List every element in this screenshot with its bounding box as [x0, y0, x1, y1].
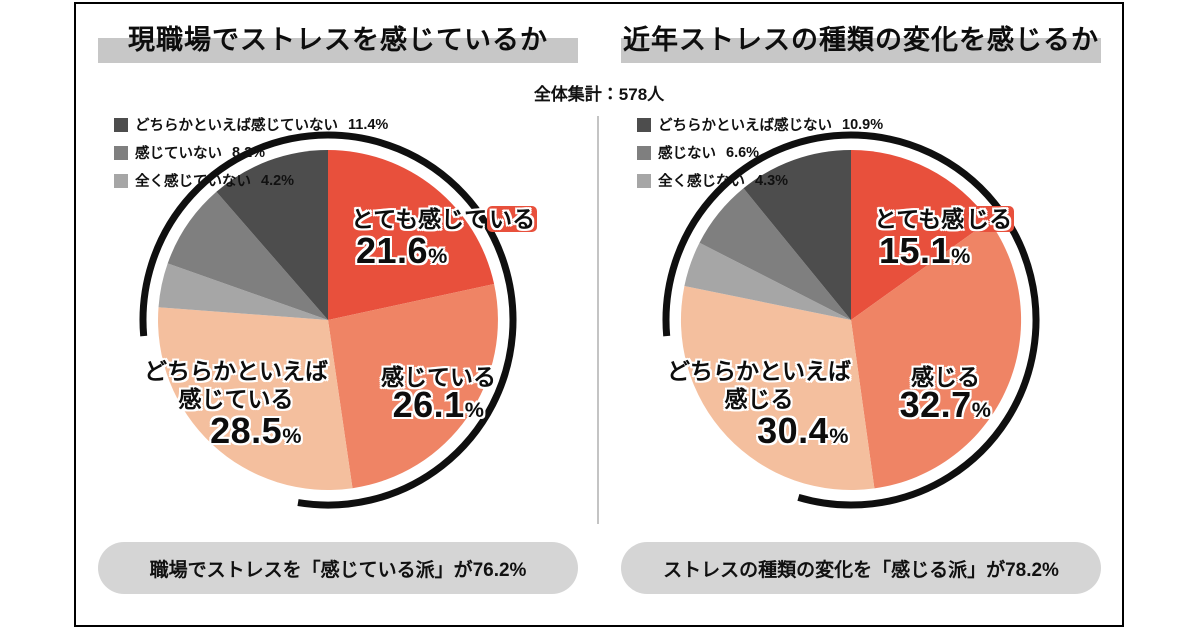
slice-label-line2: 感じている — [178, 385, 294, 412]
pie-chart-area: とても感じている 21.6% 感じている 26.1% どちらかといえば 感じてい… — [128, 120, 538, 520]
legend-swatch-mid — [114, 145, 128, 160]
slice-pct-feel: 32.7% — [899, 384, 992, 425]
chart-title-text: 現職場でストレスを感じているか — [128, 25, 548, 55]
slice-pct-feel: 26.1% — [392, 384, 485, 425]
slice-label-highlight: いる — [487, 206, 538, 232]
main-frame: 全体集計：578人 現職場でストレスを感じているか どちらかといえば感じていない… — [74, 2, 1124, 627]
chart-panel-workplace-stress: 現職場でストレスを感じているか どちらかといえば感じていない 11.4% 感じて… — [76, 4, 599, 625]
pie-slice-0 — [851, 149, 990, 320]
slice-pct-somewhat-feel: 30.4% — [757, 410, 849, 451]
pie-chart — [139, 131, 517, 509]
legend-item: どちらかといえば感じていない 11.4% — [114, 114, 388, 135]
slice-label-somewhat-feel: どちらかといえば 感じている — [141, 358, 331, 413]
legend: どちらかといえば感じない 10.9% 感じない 6.6% 全く感じない 4.3% — [637, 114, 883, 198]
pie-chart — [662, 131, 1040, 509]
slice-label-line1: どちらかといえば — [144, 358, 328, 384]
emphasis-arc — [139, 131, 517, 509]
slice-pct-strongly-feel: 21.6% — [356, 230, 448, 271]
legend-item: どちらかといえば感じない 10.9% — [637, 114, 883, 135]
legend-swatch-mid — [637, 145, 651, 160]
pie-slice-3 — [158, 263, 328, 320]
legend-value: 4.3% — [755, 172, 789, 189]
legend-value: 11.4% — [348, 116, 389, 133]
slice-label-line2: 感じる — [724, 385, 794, 412]
chart-title: 現職場でストレスを感じているか — [98, 14, 578, 64]
slice-label-line1: どちらかといえば — [667, 358, 851, 384]
pie-chart-area: とても感じる 15.1% 感じる 32.7% どちらかといえば 感じる 30.4… — [651, 120, 1051, 520]
chart-title: 近年ストレスの種類の変化を感じるか — [621, 14, 1101, 64]
slice-label-text: とても感 — [874, 206, 965, 232]
legend-swatch-dark — [114, 117, 128, 132]
total-sample-label: 全体集計：578人 — [533, 85, 665, 104]
slice-pct-somewhat-feel: 28.5% — [210, 410, 302, 451]
chart-title-text: 近年ストレスの種類の変化を感じるか — [623, 25, 1099, 55]
summary-text: 職場でストレスを「感じている派」が76.2% — [149, 559, 527, 581]
pie-slice-1 — [851, 220, 1022, 489]
legend-value: 8.2% — [232, 144, 266, 161]
legend-value: 10.9% — [842, 116, 884, 133]
legend-value: 4.2% — [261, 172, 295, 189]
slice-label-highlight: じる — [964, 206, 1015, 232]
legend-swatch-light — [637, 173, 651, 188]
legend-label: 感じない — [658, 146, 716, 162]
pie-slice-1 — [328, 284, 498, 489]
legend-label: どちらかといえば感じていない — [135, 118, 338, 134]
slice-label-text: とても感じて — [351, 206, 488, 232]
summary-banner: ストレスの種類の変化を「感じる派」が78.2% — [621, 542, 1101, 594]
summary-banner: 職場でストレスを「感じている派」が76.2% — [98, 542, 578, 594]
legend-swatch-light — [114, 173, 128, 188]
pie-slice-2 — [680, 286, 875, 491]
pie-slice-4 — [167, 191, 328, 320]
slice-label-strongly-feel: とても感じている — [351, 200, 538, 234]
legend-label: 感じていない — [135, 146, 222, 162]
legend-item: 感じていない 8.2% — [114, 142, 388, 163]
legend-item: 感じない 6.6% — [637, 142, 883, 163]
title-highlight-bar — [621, 38, 1101, 63]
vertical-divider — [597, 116, 599, 524]
summary-text: ストレスの種類の変化を「感じる派」が78.2% — [663, 559, 1059, 581]
legend-item: 全く感じない 4.3% — [637, 170, 883, 191]
pie-slice-5 — [743, 150, 851, 320]
slice-label-strongly-feel: とても感じる — [874, 200, 1015, 234]
slice-label-feel: 感じている — [381, 364, 496, 390]
legend-label: 全く感じていない — [135, 174, 251, 190]
legend-swatch-dark — [637, 117, 651, 132]
pie-slice-3 — [684, 242, 851, 320]
pie-slice-0 — [328, 150, 495, 320]
slice-pct-strongly-feel: 15.1% — [879, 230, 971, 271]
chart-panel-stress-type-change: 近年ストレスの種類の変化を感じるか どちらかといえば感じない 10.9% 感じな… — [599, 4, 1122, 625]
legend-value: 6.6% — [726, 144, 760, 161]
legend-item: 全く感じていない 4.2% — [114, 170, 388, 191]
pie-slice-4 — [699, 188, 851, 320]
pie-slice-5 — [216, 150, 328, 320]
title-highlight-bar — [98, 38, 578, 63]
emphasis-arc — [662, 131, 1040, 509]
slice-label-somewhat-feel: どちらかといえば 感じる — [664, 358, 854, 413]
legend: どちらかといえば感じていない 11.4% 感じていない 8.2% 全く感じていな… — [114, 114, 388, 198]
legend-label: どちらかといえば感じない — [658, 118, 832, 134]
slice-label-feel: 感じる — [911, 364, 980, 390]
legend-label: 全く感じない — [658, 174, 745, 190]
pie-slice-2 — [158, 307, 353, 490]
